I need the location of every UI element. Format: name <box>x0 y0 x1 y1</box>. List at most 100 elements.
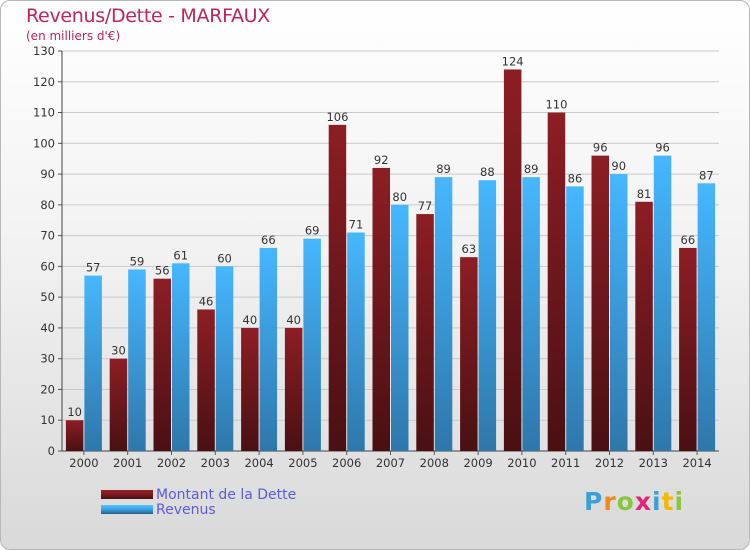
logo-letter: P <box>584 487 604 516</box>
logo-letter: x <box>634 487 652 516</box>
revenue-bar <box>84 275 102 451</box>
x-tick-label: 2010 <box>507 456 536 470</box>
y-tick-label: 50 <box>40 290 55 304</box>
revenue-bar <box>566 186 584 451</box>
y-tick-label: 130 <box>33 44 55 58</box>
revenue-bar <box>610 174 628 452</box>
y-tick-label: 100 <box>33 136 55 150</box>
revenue-bar <box>172 263 190 451</box>
revenue-bar <box>259 247 278 451</box>
data-label: 77 <box>418 199 433 213</box>
logo-letter: o <box>616 487 635 516</box>
debt-bar <box>503 69 522 451</box>
data-label: 88 <box>480 165 495 179</box>
data-label: 90 <box>611 159 626 173</box>
data-label: 86 <box>568 171 583 185</box>
revenue-bar <box>434 177 453 451</box>
data-label: 124 <box>502 54 524 68</box>
data-label: 40 <box>243 313 258 327</box>
x-tick-label: 2004 <box>244 456 273 470</box>
revenue-bar <box>653 155 672 451</box>
x-tick-label: 2007 <box>376 456 405 470</box>
debt-bar <box>591 155 609 451</box>
data-label: 110 <box>545 98 567 112</box>
debt-bar <box>241 327 259 451</box>
revenue-bar <box>522 177 540 451</box>
data-label: 59 <box>130 254 145 268</box>
debt-bar <box>65 420 84 451</box>
data-label: 81 <box>637 187 652 201</box>
legend-label-revenue: Revenus <box>156 502 216 518</box>
debt-bar <box>197 309 215 451</box>
legend-swatch-revenue <box>101 505 153 514</box>
proxiti-logo: Proxiti <box>584 487 684 516</box>
x-tick-label: 2003 <box>201 456 230 470</box>
x-tick-label: 2014 <box>682 456 711 470</box>
data-label: 61 <box>173 248 188 262</box>
data-label: 63 <box>462 242 477 256</box>
data-label: 66 <box>681 233 696 247</box>
data-label: 89 <box>436 162 451 176</box>
x-tick-label: 2009 <box>463 456 492 470</box>
x-tick-label: 2001 <box>113 456 142 470</box>
revenue-bar <box>347 232 365 451</box>
data-label: 96 <box>655 141 670 155</box>
revenue-bar <box>303 238 321 451</box>
revenue-bar <box>478 180 497 451</box>
x-tick-label: 2005 <box>288 456 317 470</box>
data-label: 10 <box>67 405 82 419</box>
y-tick-label: 10 <box>40 413 55 427</box>
legend-label-debt: Montant de la Dette <box>156 487 297 503</box>
revenue-bar <box>697 183 716 452</box>
debt-bar <box>679 247 697 451</box>
debt-bar <box>416 214 434 451</box>
data-label: 87 <box>699 168 714 182</box>
logo-letter: r <box>603 487 617 516</box>
logo-letter: t <box>661 487 675 516</box>
revenue-bar <box>215 266 234 451</box>
logo-letter: i <box>652 487 662 516</box>
data-label: 40 <box>286 313 301 327</box>
y-tick-label: 80 <box>40 198 55 212</box>
debt-bar <box>109 358 128 451</box>
y-tick-label: 0 <box>48 444 55 458</box>
y-tick-label: 30 <box>40 352 55 366</box>
legend-swatch-debt <box>101 490 153 499</box>
data-label: 96 <box>593 141 608 155</box>
revenue-bar <box>128 269 146 451</box>
debt-bar <box>328 124 347 451</box>
y-tick-label: 20 <box>40 382 55 396</box>
x-tick-label: 2008 <box>420 456 449 470</box>
x-tick-label: 2002 <box>157 456 186 470</box>
revenue-bar <box>391 204 409 451</box>
data-label: 57 <box>86 261 101 275</box>
x-tick-label: 2006 <box>332 456 361 470</box>
debt-bar <box>153 278 171 451</box>
y-tick-label: 90 <box>40 167 55 181</box>
x-tick-label: 2011 <box>551 456 580 470</box>
debt-bar <box>372 167 390 451</box>
data-label: 106 <box>326 110 348 124</box>
data-label: 89 <box>524 162 539 176</box>
logo-letter: i <box>674 487 685 516</box>
y-tick-label: 70 <box>40 229 55 243</box>
chart-title: Revenus/Dette - MARFAUX <box>26 5 270 27</box>
data-label: 60 <box>217 251 232 265</box>
data-label: 66 <box>261 233 276 247</box>
x-tick-label: 2012 <box>595 456 624 470</box>
debt-bar <box>460 257 478 451</box>
data-label: 69 <box>305 224 320 238</box>
data-label: 92 <box>374 153 389 167</box>
debt-bar <box>635 201 653 451</box>
debt-bar <box>547 112 566 452</box>
data-label: 56 <box>155 264 170 278</box>
data-label: 30 <box>111 344 126 358</box>
data-label: 71 <box>349 218 364 232</box>
chart-subtitle: (en milliers d'€) <box>26 29 121 43</box>
data-label: 80 <box>392 190 407 204</box>
x-tick-label: 2013 <box>639 456 668 470</box>
y-tick-label: 40 <box>40 321 55 335</box>
y-tick-label: 120 <box>33 75 55 89</box>
y-tick-label: 60 <box>40 259 55 273</box>
